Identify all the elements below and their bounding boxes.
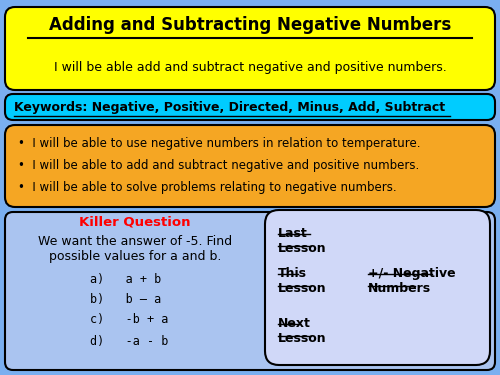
FancyBboxPatch shape — [5, 94, 495, 120]
Text: I will be able add and subtract negative and positive numbers.: I will be able add and subtract negative… — [54, 60, 446, 74]
Text: Keywords: Negative, Positive, Directed, Minus, Add, Subtract: Keywords: Negative, Positive, Directed, … — [14, 100, 445, 114]
Text: Last
Lesson: Last Lesson — [278, 227, 326, 255]
Text: •  I will be able to solve problems relating to negative numbers.: • I will be able to solve problems relat… — [18, 182, 396, 195]
FancyBboxPatch shape — [5, 125, 495, 207]
Text: b)   b – a: b) b – a — [90, 294, 161, 306]
Text: Adding and Subtracting Negative Numbers: Adding and Subtracting Negative Numbers — [49, 16, 451, 34]
FancyBboxPatch shape — [265, 210, 490, 365]
Text: We want the answer of -5. Find
possible values for a and b.: We want the answer of -5. Find possible … — [38, 235, 232, 263]
FancyBboxPatch shape — [5, 212, 495, 370]
Text: d)   -a - b: d) -a - b — [90, 336, 168, 348]
Text: a)   a + b: a) a + b — [90, 273, 161, 286]
Text: Next
Lesson: Next Lesson — [278, 317, 326, 345]
Text: This
Lesson: This Lesson — [278, 267, 326, 295]
Text: +/- Negative
Numbers: +/- Negative Numbers — [368, 267, 456, 295]
Text: •  I will be able to add and subtract negative and positive numbers.: • I will be able to add and subtract neg… — [18, 159, 419, 171]
FancyBboxPatch shape — [5, 7, 495, 90]
Text: Killer Question: Killer Question — [79, 216, 191, 228]
Text: •  I will be able to use negative numbers in relation to temperature.: • I will be able to use negative numbers… — [18, 136, 420, 150]
Text: c)   -b + a: c) -b + a — [90, 314, 168, 327]
